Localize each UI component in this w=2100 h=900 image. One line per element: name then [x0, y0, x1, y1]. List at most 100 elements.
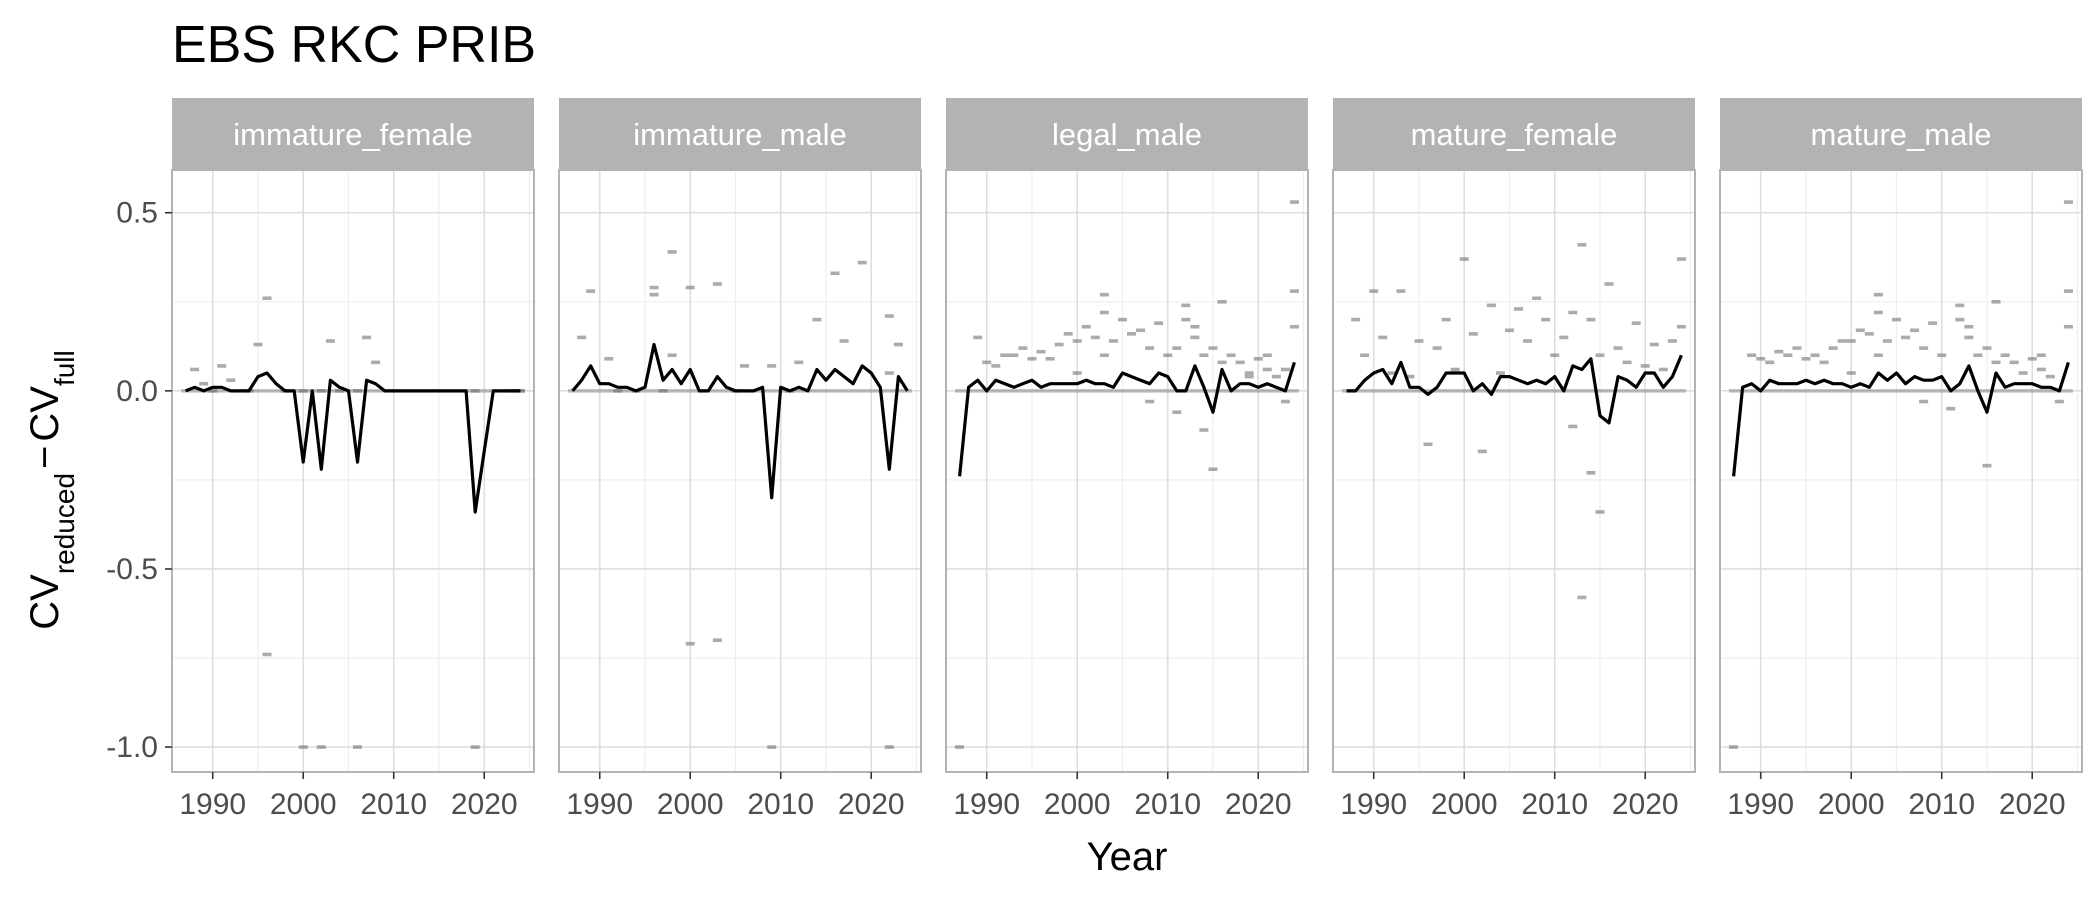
data-point: [2063, 289, 2073, 293]
data-point: [1801, 356, 1811, 361]
data-point-zero: [595, 389, 605, 393]
data-point: [262, 652, 272, 657]
data-point: [1081, 324, 1091, 329]
data-point: [1765, 360, 1775, 365]
panel-border: [1719, 169, 2083, 773]
data-point-zero: [586, 389, 596, 393]
data-point: [1919, 346, 1929, 350]
data-point: [2027, 356, 2037, 361]
data-point: [226, 378, 236, 382]
data-point-zero: [1000, 389, 1010, 393]
data-point: [1378, 335, 1388, 340]
data-point: [1477, 449, 1487, 454]
data-point-zero: [1072, 389, 1082, 393]
data-point-zero: [1369, 389, 1379, 393]
data-point-zero: [1090, 389, 1100, 393]
data-point-zero: [1774, 389, 1784, 393]
data-point-zero: [1342, 389, 1352, 393]
data-point-zero: [1271, 389, 1281, 393]
x-tick-label: 2020: [1999, 788, 2066, 821]
data-point-zero: [1450, 389, 1460, 393]
data-point: [1873, 292, 1883, 297]
data-point: [1072, 339, 1082, 343]
y-tick-label: 0.5: [116, 197, 158, 230]
data-point-zero: [1262, 389, 1272, 393]
data-point: [1774, 349, 1784, 354]
data-point: [1117, 317, 1127, 322]
data-point: [1063, 332, 1073, 336]
data-point: [1559, 335, 1569, 340]
x-tick-label: 2000: [1818, 788, 1885, 821]
data-point-zero: [316, 389, 326, 393]
data-point-zero: [1504, 389, 1514, 393]
y-axis-title: CVreduced−CVfull: [23, 350, 80, 630]
data-point: [1532, 296, 1542, 301]
data-point: [1810, 353, 1820, 358]
data-point-zero: [1108, 389, 1118, 393]
data-point: [1649, 342, 1659, 347]
data-point: [1622, 360, 1632, 365]
data-point-zero: [1613, 389, 1623, 393]
data-point: [1577, 595, 1587, 600]
data-point-zero: [1792, 389, 1802, 393]
data-point: [1955, 303, 1965, 308]
data-point: [1667, 339, 1677, 343]
data-point: [1901, 335, 1911, 340]
data-point: [2045, 374, 2055, 379]
data-point-zero: [1819, 389, 1829, 393]
data-point: [1253, 356, 1263, 361]
data-point: [470, 389, 480, 393]
data-point: [1199, 428, 1209, 432]
data-point-zero: [470, 389, 480, 393]
data-point: [794, 360, 804, 365]
y-tick-label: -1.0: [106, 731, 158, 764]
data-point: [1937, 353, 1947, 358]
facet-strip: [559, 98, 921, 170]
data-point-zero: [1604, 389, 1614, 393]
data-point: [1595, 510, 1605, 514]
data-point-zero: [253, 389, 263, 393]
data-point: [1613, 346, 1623, 350]
y-axis-title-main2: CV: [23, 386, 67, 442]
data-point-zero: [1018, 389, 1028, 393]
data-point-zero: [1729, 389, 1739, 393]
data-point-zero: [1928, 389, 1938, 393]
data-point-zero: [1855, 389, 1865, 393]
data-point-zero: [262, 389, 272, 393]
data-point-zero: [1244, 389, 1254, 393]
data-point: [1568, 424, 1578, 429]
data-point: [1586, 317, 1596, 322]
x-tick-label: 2010: [1521, 788, 1588, 821]
data-point: [1099, 292, 1109, 297]
data-point: [991, 364, 1001, 368]
data-point: [1369, 289, 1379, 293]
data-point: [839, 339, 849, 343]
data-point-zero: [1864, 389, 1874, 393]
data-point: [613, 389, 623, 393]
data-point: [371, 360, 381, 365]
x-tick-label: 2020: [1225, 788, 1292, 821]
data-point-zero: [334, 389, 344, 393]
data-point-zero: [1541, 389, 1551, 393]
x-axis-title: Year: [1087, 835, 1168, 879]
x-tick-label: 2020: [1612, 788, 1679, 821]
data-point-zero: [1667, 389, 1677, 393]
data-point: [982, 360, 992, 365]
data-point-zero: [721, 389, 731, 393]
x-tick-label: 2000: [657, 788, 724, 821]
data-point: [740, 364, 750, 368]
data-point: [1640, 364, 1650, 368]
panel-border: [945, 169, 1309, 773]
data-point: [262, 296, 272, 301]
data-point-zero: [1676, 389, 1686, 393]
data-point-zero: [190, 389, 200, 393]
data-point: [1181, 317, 1191, 322]
data-point: [353, 389, 363, 393]
data-point-zero: [1532, 389, 1542, 393]
data-point: [1396, 289, 1406, 293]
data-point: [712, 638, 722, 643]
data-point: [884, 745, 894, 749]
data-point: [1208, 346, 1218, 350]
data-point: [767, 745, 777, 749]
